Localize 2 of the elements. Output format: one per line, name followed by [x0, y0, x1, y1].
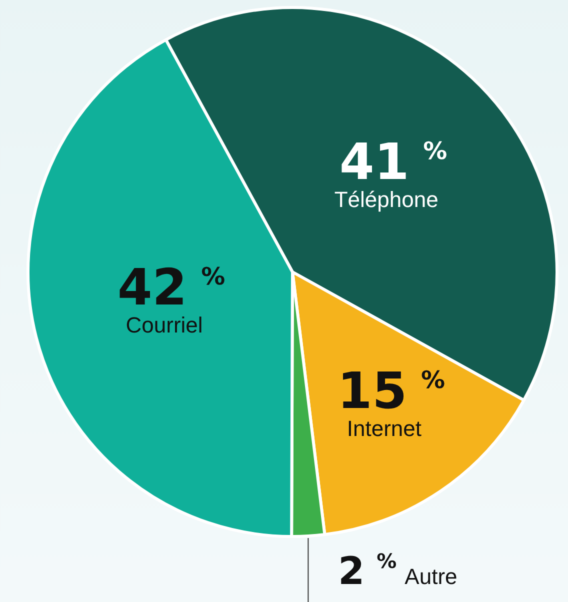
slice-label: Autre: [404, 564, 458, 590]
data-label: 2 %: [338, 549, 397, 594]
